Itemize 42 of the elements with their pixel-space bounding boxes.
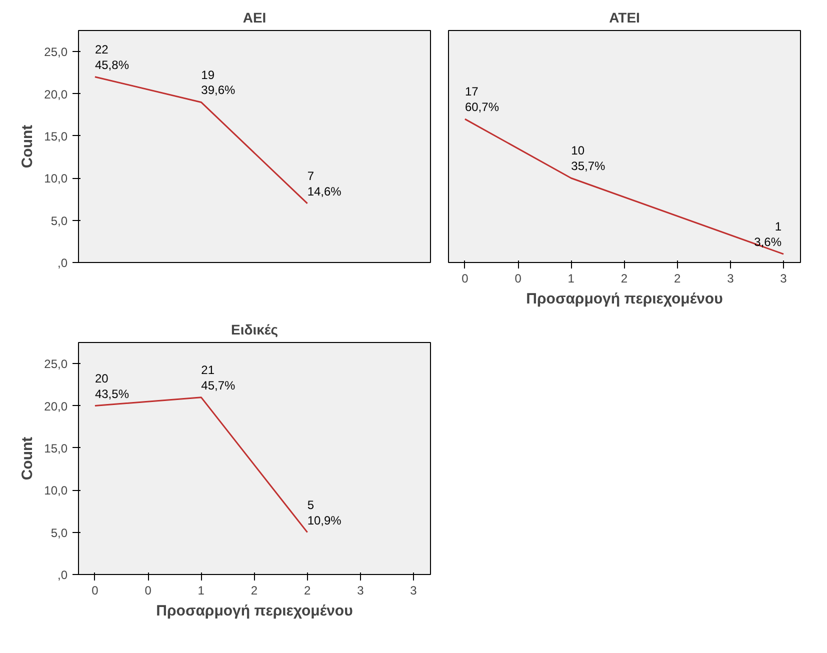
x-tick-label: 3 [780, 272, 788, 286]
x-tick-label: 0 [462, 272, 469, 286]
y-tick-label: 10,0 [44, 172, 68, 186]
y-tick-label: 15,0 [44, 441, 68, 456]
data-label: 7 14,6% [307, 169, 342, 198]
data-label: 21 45,7% [201, 362, 236, 392]
y-axis-title: Count [19, 436, 36, 480]
chart-title: Ειδικές [230, 322, 278, 338]
x-tick-label: 2 [250, 584, 258, 598]
y-tick-label: 15,0 [44, 129, 68, 144]
data-label: 10 35,7% [571, 144, 606, 174]
x-tick-label: 0 [514, 272, 522, 286]
y-tick-label: 25,0 [44, 45, 68, 60]
data-label: 5 10,9% [307, 498, 342, 528]
data-label: 22 45,8% [94, 42, 130, 72]
data-label: 20 43,5% [94, 371, 130, 401]
x-tick-label: 0 [92, 584, 99, 598]
x-tick-label: 3 [357, 584, 364, 598]
y-tick-label: 20,0 [44, 399, 68, 414]
x-tick-label: 2 [620, 272, 628, 286]
y-tick-label: 10,0 [44, 484, 68, 498]
x-tick-label: 3 [727, 272, 734, 286]
y-tick-label: 20,0 [44, 87, 68, 102]
x-tick-label: 1 [568, 272, 575, 286]
y-tick-label: 5,0 [50, 214, 68, 228]
data-label: 17 60,7% [464, 84, 500, 114]
data-label: 1 3,6% [754, 220, 782, 250]
data-label: 19 39,6% [201, 68, 236, 98]
x-axis-title: Προσαρμογή περιεχομένου [526, 290, 724, 308]
y-tick-label: ,0 [57, 256, 68, 270]
x-tick-label: 0 [144, 584, 152, 598]
y-tick-label: 5,0 [50, 526, 68, 540]
x-tick-label: 2 [304, 584, 311, 598]
chart-title: AEI [242, 10, 266, 26]
x-tick-label: 3 [410, 584, 418, 598]
y-axis-title: Count [19, 124, 36, 168]
y-tick-label: ,0 [57, 568, 68, 582]
x-axis-title: Προσαρμογή περιεχομένου [156, 602, 354, 620]
chart-title: ATEI [609, 10, 640, 26]
y-tick-label: 25,0 [44, 357, 68, 372]
x-tick-label: 2 [674, 272, 681, 286]
x-tick-label: 1 [198, 584, 205, 598]
